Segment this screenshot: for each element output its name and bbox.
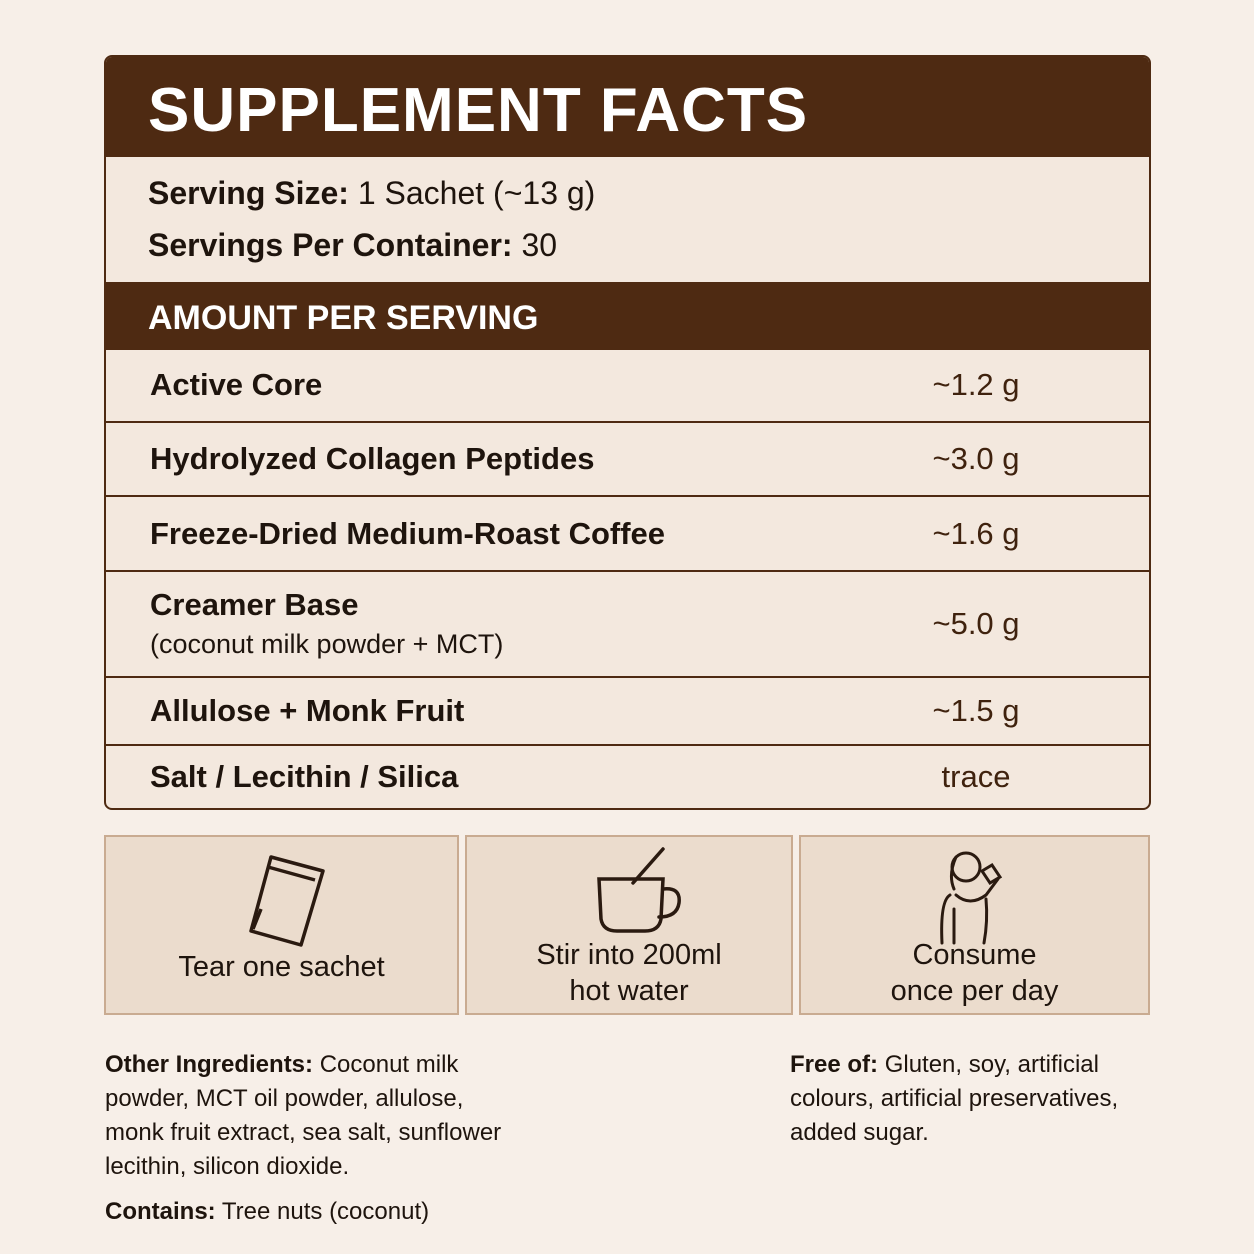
step-line: Consume bbox=[912, 939, 1037, 971]
ingredient-row: Hydrolyzed Collagen Peptides ~3.0 g bbox=[106, 421, 1149, 495]
ingredient-note: (coconut milk powder + MCT) bbox=[150, 629, 504, 659]
step-text: Consume once per day bbox=[801, 937, 1148, 1009]
cup-icon bbox=[597, 847, 681, 933]
section-title: AMOUNT PER SERVING bbox=[148, 299, 539, 337]
serving-line: Serving Size: 1 Sachet (~13 g) bbox=[148, 175, 595, 212]
ingredient-name: Allulose + Monk Fruit bbox=[150, 693, 465, 728]
ingredient-row: Creamer Base (coconut milk powder + MCT) ~… bbox=[106, 570, 1149, 676]
other-ingredients: Other Ingredients: Coconut milk powder, … bbox=[105, 1048, 505, 1184]
info-label: Contains: bbox=[105, 1198, 216, 1225]
info-label: Other Ingredients: bbox=[105, 1051, 314, 1078]
facts-panel: SUPPLEMENT FACTS Serving Size: 1 Sachet … bbox=[104, 55, 1151, 810]
contains: Contains: Tree nuts (coconut) bbox=[105, 1195, 525, 1229]
drinking-icon bbox=[940, 851, 1003, 945]
ingredient-amount: trace bbox=[941, 759, 1011, 794]
step-line: once per day bbox=[890, 975, 1059, 1007]
sachet-icon bbox=[249, 855, 325, 947]
step-text: Stir into 200ml hot water bbox=[467, 937, 791, 1009]
info-text: Gluten, soy, artificial colours, artific… bbox=[790, 1051, 1119, 1146]
ingredient-name: Hydrolyzed Collagen Peptides bbox=[150, 441, 595, 476]
serving-value: 1 Sachet (~13 g) bbox=[357, 175, 596, 211]
step-line: Stir into 200ml bbox=[536, 939, 722, 971]
ingredient-name: Creamer Base bbox=[150, 587, 359, 622]
title-bar: SUPPLEMENT FACTS bbox=[106, 57, 1149, 157]
ingredient-amount: ~3.0 g bbox=[932, 441, 1020, 476]
ingredient-row: Active Core ~1.2 g bbox=[106, 350, 1149, 421]
ingredient-row: Allulose + Monk Fruit ~1.5 g bbox=[106, 676, 1149, 744]
serving-line: Servings Per Container: 30 bbox=[148, 227, 557, 264]
ingredient-amount: ~1.6 g bbox=[932, 515, 1020, 551]
step-card: Tear one sachet bbox=[104, 835, 459, 1015]
ingredient-row: Salt / Lecithin / Silica trace bbox=[106, 744, 1149, 808]
ingredient-amount: ~1.5 g bbox=[932, 693, 1020, 728]
serving-label: Servings Per Container: bbox=[148, 227, 513, 263]
step-line: Tear one sachet bbox=[178, 951, 385, 983]
info-label: Free of: bbox=[790, 1051, 879, 1078]
info-text: Tree nuts (coconut) bbox=[221, 1198, 430, 1225]
section-bar: AMOUNT PER SERVING bbox=[106, 282, 1149, 350]
ingredient-amount: ~5.0 g bbox=[932, 606, 1020, 641]
step-text: Tear one sachet bbox=[106, 949, 457, 985]
info-text: Coconut milk powder, MCT oil powder, all… bbox=[105, 1051, 502, 1180]
serving-value: 30 bbox=[521, 227, 558, 263]
ingredient-name: Salt / Lecithin / Silica bbox=[150, 759, 459, 794]
free-of: Free of: Gluten, soy, artificial colours… bbox=[790, 1048, 1120, 1150]
ingredient-name: Freeze-Dried Medium-Roast Coffee bbox=[150, 515, 666, 551]
serving-label: Serving Size: bbox=[148, 175, 349, 211]
ingredient-amount: ~1.2 g bbox=[932, 366, 1020, 402]
ingredient-row: Freeze-Dried Medium-Roast Coffee ~1.6 g bbox=[106, 495, 1149, 570]
step-card: Consume once per day bbox=[799, 835, 1150, 1015]
title: SUPPLEMENT FACTS bbox=[148, 76, 809, 145]
ingredient-name: Active Core bbox=[150, 366, 323, 402]
step-line: hot water bbox=[569, 975, 689, 1007]
step-card: Stir into 200ml hot water bbox=[465, 835, 793, 1015]
